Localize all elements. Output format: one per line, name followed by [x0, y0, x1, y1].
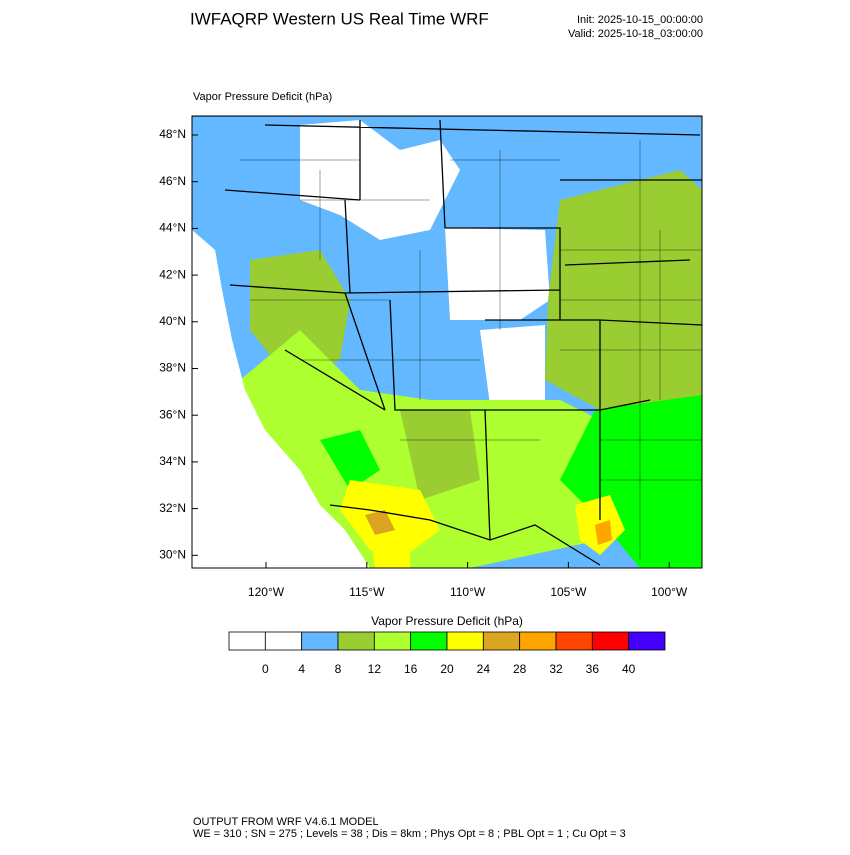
colorbar-label: 16 [404, 662, 418, 676]
colorbar-swatch [337, 631, 375, 651]
colorbar-swatch [591, 631, 630, 651]
lat-label: 36°N [159, 407, 186, 421]
colorbar-label: 8 [335, 662, 342, 676]
lon-label: 100°W [651, 585, 688, 599]
colorbar-swatch [519, 631, 557, 651]
map-label: Vapor Pressure Deficit (hPa) [193, 91, 332, 103]
lat-label: 34°N [159, 454, 186, 468]
colorbar-swatch [482, 631, 521, 651]
lat-label: 48°N [159, 127, 186, 141]
map-field [192, 116, 702, 568]
lon-label: 120°W [248, 585, 285, 599]
colorbar-label: 36 [586, 662, 600, 676]
lat-label: 38°N [159, 361, 186, 375]
colorbar-swatch [301, 631, 339, 651]
colorbar-swatch [410, 631, 448, 651]
colorbar-label: 4 [298, 662, 305, 676]
lat-label: 30°N [159, 547, 186, 561]
lat-label: 46°N [159, 174, 186, 188]
lat-label: 44°N [159, 221, 186, 235]
colorbar-label: 12 [368, 662, 382, 676]
colorbar-label: 0 [262, 662, 269, 676]
colorbar-label: 32 [549, 662, 563, 676]
colorbar-label: 24 [477, 662, 491, 676]
colorbar-label: 20 [440, 662, 454, 676]
colorbar-swatch [446, 631, 484, 651]
colorbar-label: 28 [513, 662, 527, 676]
colorbar-swatch [628, 631, 666, 651]
colorbar-swatch [555, 631, 593, 651]
footer-line: WE = 310 ; SN = 275 ; Levels = 38 ; Dis … [193, 828, 626, 840]
valid-time: Valid: 2025-10-18_03:00:00 [568, 28, 703, 40]
lat-label: 40°N [159, 314, 186, 328]
lon-label: 110°W [450, 585, 486, 599]
lon-label: 115°W [349, 585, 385, 599]
lon-label: 105°W [550, 585, 587, 599]
colorbar-swatch [264, 631, 303, 651]
init-time: Init: 2025-10-15_00:00:00 [577, 14, 703, 26]
lon-ticks: 120°W 115°W 110°W 105°W 100°W [248, 562, 688, 599]
lat-label: 32°N [159, 501, 186, 515]
colorbar-swatch [373, 631, 412, 651]
colorbar-swatch [228, 631, 266, 651]
colorbar-title: Vapor Pressure Deficit (hPa) [371, 614, 523, 628]
title: IWFAQRP Western US Real Time WRF [190, 9, 489, 28]
footer-line: OUTPUT FROM WRF V4.6.1 MODEL [193, 816, 379, 828]
colorbar: 0 4 8 12 16 20 24 28 32 36 40 [228, 631, 666, 676]
colorbar-label: 40 [622, 662, 636, 676]
lat-ticks: 48°N 46°N 44°N 42°N 40°N 38°N 36°N 34°N 32°N 30°N [159, 127, 198, 561]
lat-label: 42°N [159, 267, 186, 281]
map-frame [191, 115, 703, 569]
